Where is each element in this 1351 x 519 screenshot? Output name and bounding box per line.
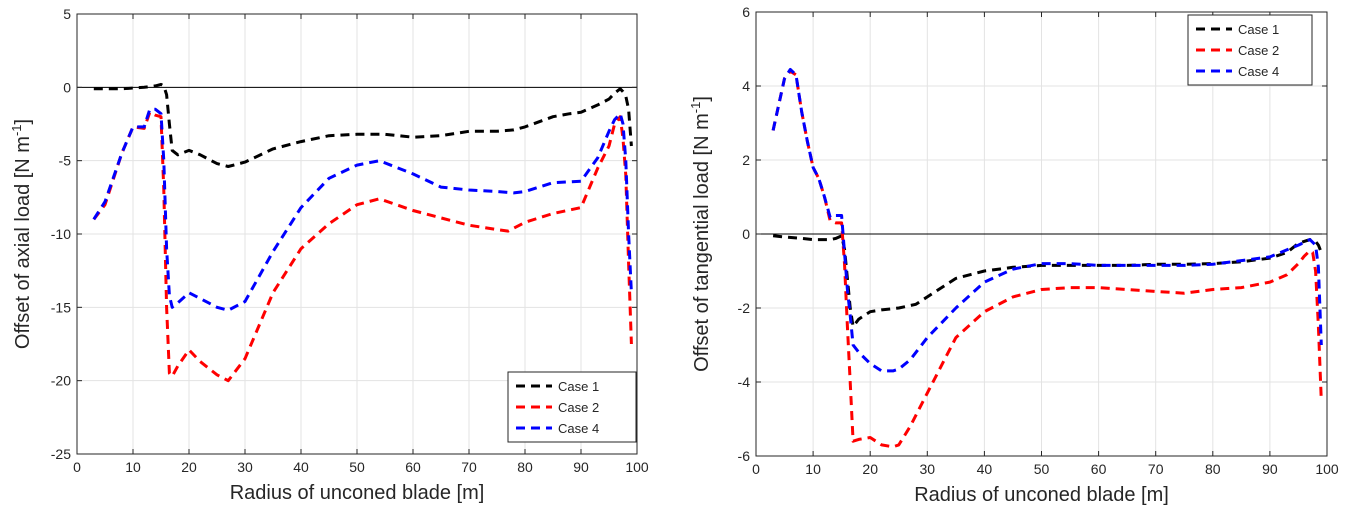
x-tick-label: 80 [517,459,533,475]
y-tick-label: -10 [51,226,71,242]
x-tick-label: 40 [977,461,993,477]
y-axis-label: Offset of axial load [N m-1] [9,119,34,349]
legend: Case 1 Case 2 Case 4 [1187,14,1313,86]
y-tick-label: 4 [742,78,750,94]
x-tick-label: 10 [125,459,141,475]
y-tick-label: 0 [63,79,71,95]
x-tick-label: 10 [805,461,821,477]
x-tick-label: 30 [920,461,936,477]
x-tick-label: 60 [1091,461,1107,477]
y-tick-label: -25 [51,446,71,462]
y-tick-label: 0 [742,226,750,242]
series-line-case-4 [771,67,1323,373]
x-tick-label: 50 [349,459,365,475]
legend-entry-label: Case 2 [1238,43,1279,58]
legend-entry-label: Case 4 [558,421,599,436]
x-tick-label: 20 [862,461,878,477]
x-tick-label: 50 [1034,461,1050,477]
y-tick-label: 5 [63,6,71,22]
y-tick-label: -4 [738,374,751,390]
series-line-case-1 [772,234,1323,328]
x-tick-label: 0 [73,459,81,475]
y-axis-label: Offset of tangential load [N m-1] [688,96,713,372]
x-tick-label: 0 [752,461,760,477]
legend-box [507,371,637,443]
x-tick-label: 90 [1262,461,1278,477]
chart-panel-1: 0 10 20 30 40 50 60 70 80 90 10050-5-10-15-20-25Ra… [9,6,649,504]
x-tick-label: 70 [461,459,477,475]
x-axis-label: Radius of unconed blade [m] [914,484,1169,506]
x-tick-label: 90 [573,459,589,475]
x-tick-label: 80 [1205,461,1221,477]
x-tick-label: 40 [293,459,309,475]
y-tick-label: -5 [59,153,72,169]
y-tick-label: 6 [742,4,750,20]
legend-box [1187,14,1313,86]
x-tick-label: 100 [1315,461,1339,477]
y-tick-label: -2 [738,300,751,316]
y-tick-label: 2 [742,152,750,168]
series-line-case-4 [92,107,633,312]
y-tick-label: -20 [51,373,71,389]
x-tick-label: 100 [625,459,649,475]
x-tick-label: 30 [237,459,253,475]
legend: Case 1 Case 2 Case 4 [507,371,637,443]
legend-entry-label: Case 1 [1238,22,1279,37]
legend-entry-label: Case 4 [1238,64,1279,79]
y-tick-label: -6 [738,448,751,464]
y-tick-label: -15 [51,299,71,315]
x-tick-label: 20 [181,459,197,475]
series-line-case-1 [93,82,633,168]
x-axis-label: Radius of unconed blade [m] [230,482,485,504]
series-line-case-2 [92,110,633,383]
legend-entry-label: Case 2 [558,400,599,415]
x-tick-label: 60 [405,459,421,475]
legend-entry-label: Case 1 [558,379,599,394]
x-tick-label: 70 [1148,461,1164,477]
